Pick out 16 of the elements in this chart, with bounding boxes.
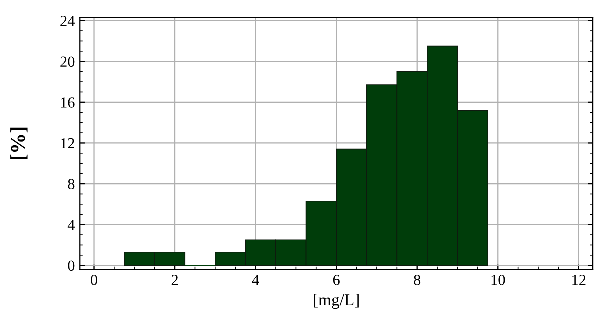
y-tick-label: 8 <box>68 179 75 190</box>
x-tick-label: 4 <box>252 275 260 286</box>
x-tick-label: 8 <box>414 275 421 286</box>
x-tick-label: 10 <box>492 275 506 286</box>
y-tick-label: 24 <box>60 16 76 26</box>
y-tick-label: 12 <box>61 138 74 149</box>
x-tick-label: 12 <box>572 275 586 286</box>
y-tick-label: 20 <box>60 56 75 68</box>
y-axis-title: [%] <box>10 128 28 160</box>
x-tick-label: 0 <box>91 275 98 286</box>
y-tick-label: 4 <box>68 220 76 230</box>
y-tick-label: 0 <box>68 260 75 272</box>
y-tick-label: 16 <box>61 98 75 108</box>
x-tick-label: 6 <box>333 275 340 286</box>
x-tick-label: 2 <box>172 275 178 286</box>
x-axis-title: [mg/L] <box>314 294 359 310</box>
